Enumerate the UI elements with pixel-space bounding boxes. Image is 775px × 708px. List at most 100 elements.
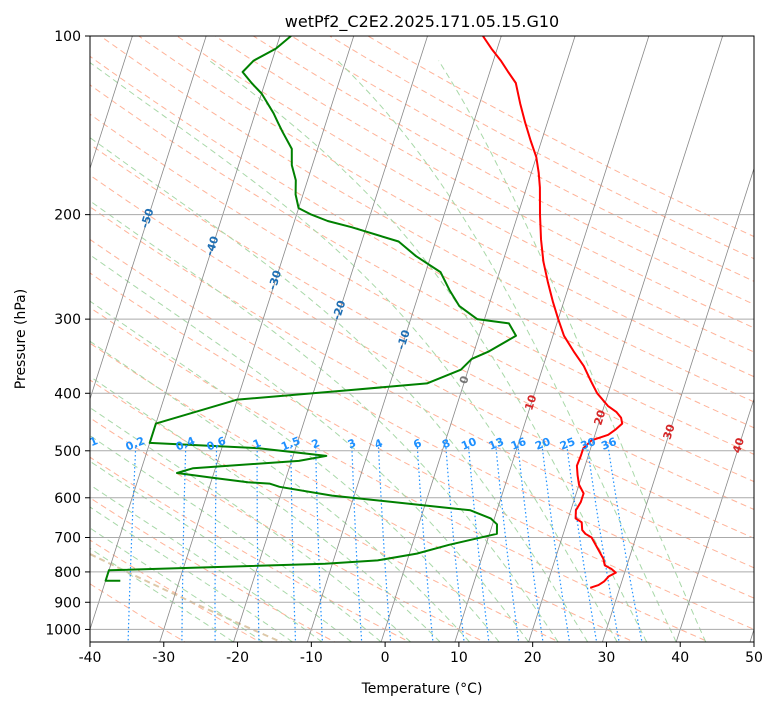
isotherm-line bbox=[380, 36, 576, 642]
isotherm-label: -20 bbox=[330, 298, 349, 321]
y-tick-label: 200 bbox=[54, 208, 81, 224]
dry-adiabat bbox=[90, 497, 336, 642]
isotherm-label: 0 bbox=[457, 374, 472, 386]
x-tick-label: 50 bbox=[745, 650, 763, 666]
skewed-isotherms bbox=[90, 36, 754, 642]
isotherm-label: -10 bbox=[394, 328, 413, 351]
moist-adiabat bbox=[90, 527, 264, 642]
mixing-ratio-line bbox=[517, 445, 544, 642]
isotherm-line bbox=[90, 36, 133, 170]
dry-adiabat bbox=[90, 342, 636, 642]
isotherm-label: 10 bbox=[522, 393, 539, 412]
y-axis: 100 200 300 400 500 600 700 800 900 1000 bbox=[45, 29, 90, 638]
x-tick-label: 0 bbox=[381, 650, 390, 666]
mixing-ratio-label: 0.1 bbox=[77, 434, 100, 453]
y-tick-label: 700 bbox=[54, 531, 81, 547]
x-tick-label: 10 bbox=[450, 650, 468, 666]
mixing-ratio-line bbox=[445, 445, 465, 642]
mixing-ratio-line bbox=[467, 445, 490, 642]
moist-adiabats bbox=[90, 60, 707, 642]
mixing-ratio-line bbox=[315, 445, 324, 642]
isotherm-label: 30 bbox=[661, 422, 678, 441]
dry-adiabat bbox=[90, 113, 754, 483]
pressure-gridlines bbox=[90, 36, 754, 630]
mixing-ratio-label: 30 bbox=[579, 435, 598, 453]
mixing-ratio-label: 1 bbox=[251, 436, 263, 451]
dry-adiabat bbox=[90, 84, 754, 455]
x-tick-label: -40 bbox=[79, 650, 102, 666]
mixing-ratio-line bbox=[566, 445, 598, 642]
dry-adiabat bbox=[90, 206, 754, 569]
plot-area: -100-90-80-70-60-50-40-30-20-10010203040… bbox=[77, 36, 754, 642]
dry-adiabat bbox=[253, 36, 754, 305]
y-tick-label: 1000 bbox=[45, 622, 81, 638]
isotherm-line bbox=[454, 36, 650, 642]
moist-adiabat bbox=[90, 547, 234, 642]
moist-adiabat bbox=[90, 375, 441, 642]
mixing-ratio-label: 6 bbox=[412, 436, 424, 451]
isotherm-label: 40 bbox=[730, 436, 747, 455]
isotherm-line bbox=[528, 36, 724, 642]
dry-adiabat-highlight bbox=[90, 552, 284, 642]
isotherm-line bbox=[159, 36, 355, 642]
mixing-ratio-label: 2 bbox=[310, 436, 322, 451]
temperature-line bbox=[482, 36, 624, 589]
mixing-ratio-label: 13 bbox=[487, 435, 506, 453]
moist-adiabat bbox=[90, 484, 323, 642]
dry-adiabat bbox=[90, 272, 754, 630]
y-tick-label: 900 bbox=[54, 595, 81, 611]
x-tick-label: -10 bbox=[300, 650, 323, 666]
dry-adiabat bbox=[90, 143, 754, 511]
isotherm-line bbox=[233, 36, 428, 642]
dry-adiabat bbox=[90, 379, 561, 642]
mixing-ratio-label: 36 bbox=[599, 435, 618, 453]
x-tick-label: 20 bbox=[524, 650, 542, 666]
isotherm-line bbox=[90, 36, 281, 631]
x-axis-label: Temperature (°C) bbox=[361, 681, 483, 697]
mixing-ratio-line bbox=[541, 445, 571, 642]
mixing-ratio-label: 10 bbox=[459, 435, 478, 453]
x-tick-label: 30 bbox=[598, 650, 616, 666]
moist-adiabat bbox=[90, 200, 559, 642]
dry-adiabat bbox=[214, 36, 754, 329]
mixing-ratio-line bbox=[127, 445, 137, 642]
dry-adiabat bbox=[90, 174, 754, 539]
dry-adiabat bbox=[90, 456, 411, 642]
moist-adiabat bbox=[90, 340, 470, 642]
mixing-ratio-label: 16 bbox=[509, 435, 528, 453]
y-tick-label: 500 bbox=[54, 444, 81, 460]
y-axis-label: Pressure (hPa) bbox=[13, 289, 29, 389]
mixing-ratio-line bbox=[495, 445, 520, 642]
dry-adiabat bbox=[138, 36, 754, 378]
isotherm-line bbox=[306, 36, 502, 642]
mixing-ratio-label: 20 bbox=[533, 435, 552, 453]
y-tick-label: 600 bbox=[54, 491, 81, 507]
chart-title: wetPf2_C2E2.2025.171.05.15.G10 bbox=[285, 12, 559, 32]
series-lines bbox=[104, 36, 624, 589]
moist-adiabat bbox=[337, 60, 677, 642]
plot-frame bbox=[89, 35, 755, 643]
mixing-ratio-line bbox=[607, 445, 643, 642]
isotherm-line bbox=[601, 167, 754, 642]
dry-adiabat bbox=[90, 238, 754, 599]
mixing-ratio-label: 8 bbox=[440, 436, 452, 451]
isotherm-line bbox=[749, 628, 754, 642]
moist-adiabat bbox=[90, 506, 293, 642]
isotherm-label: -40 bbox=[203, 234, 222, 257]
moist-adiabat bbox=[209, 60, 648, 642]
dry-adiabat bbox=[90, 539, 261, 642]
x-tick-label: 40 bbox=[671, 650, 689, 666]
dewpoint-line bbox=[104, 36, 517, 582]
dry-adiabat bbox=[90, 55, 754, 429]
dry-adiabats bbox=[90, 36, 754, 642]
y-tick-label: 300 bbox=[54, 312, 81, 328]
mixing-ratio-label: 4 bbox=[373, 436, 385, 451]
mixing-ratio-lines bbox=[127, 445, 643, 642]
dry-adiabat bbox=[291, 36, 754, 282]
moist-adiabat bbox=[90, 435, 382, 642]
isotherm-label: -50 bbox=[138, 207, 157, 230]
mixing-ratio-line bbox=[377, 445, 392, 642]
isotherm-label: -30 bbox=[266, 268, 285, 291]
